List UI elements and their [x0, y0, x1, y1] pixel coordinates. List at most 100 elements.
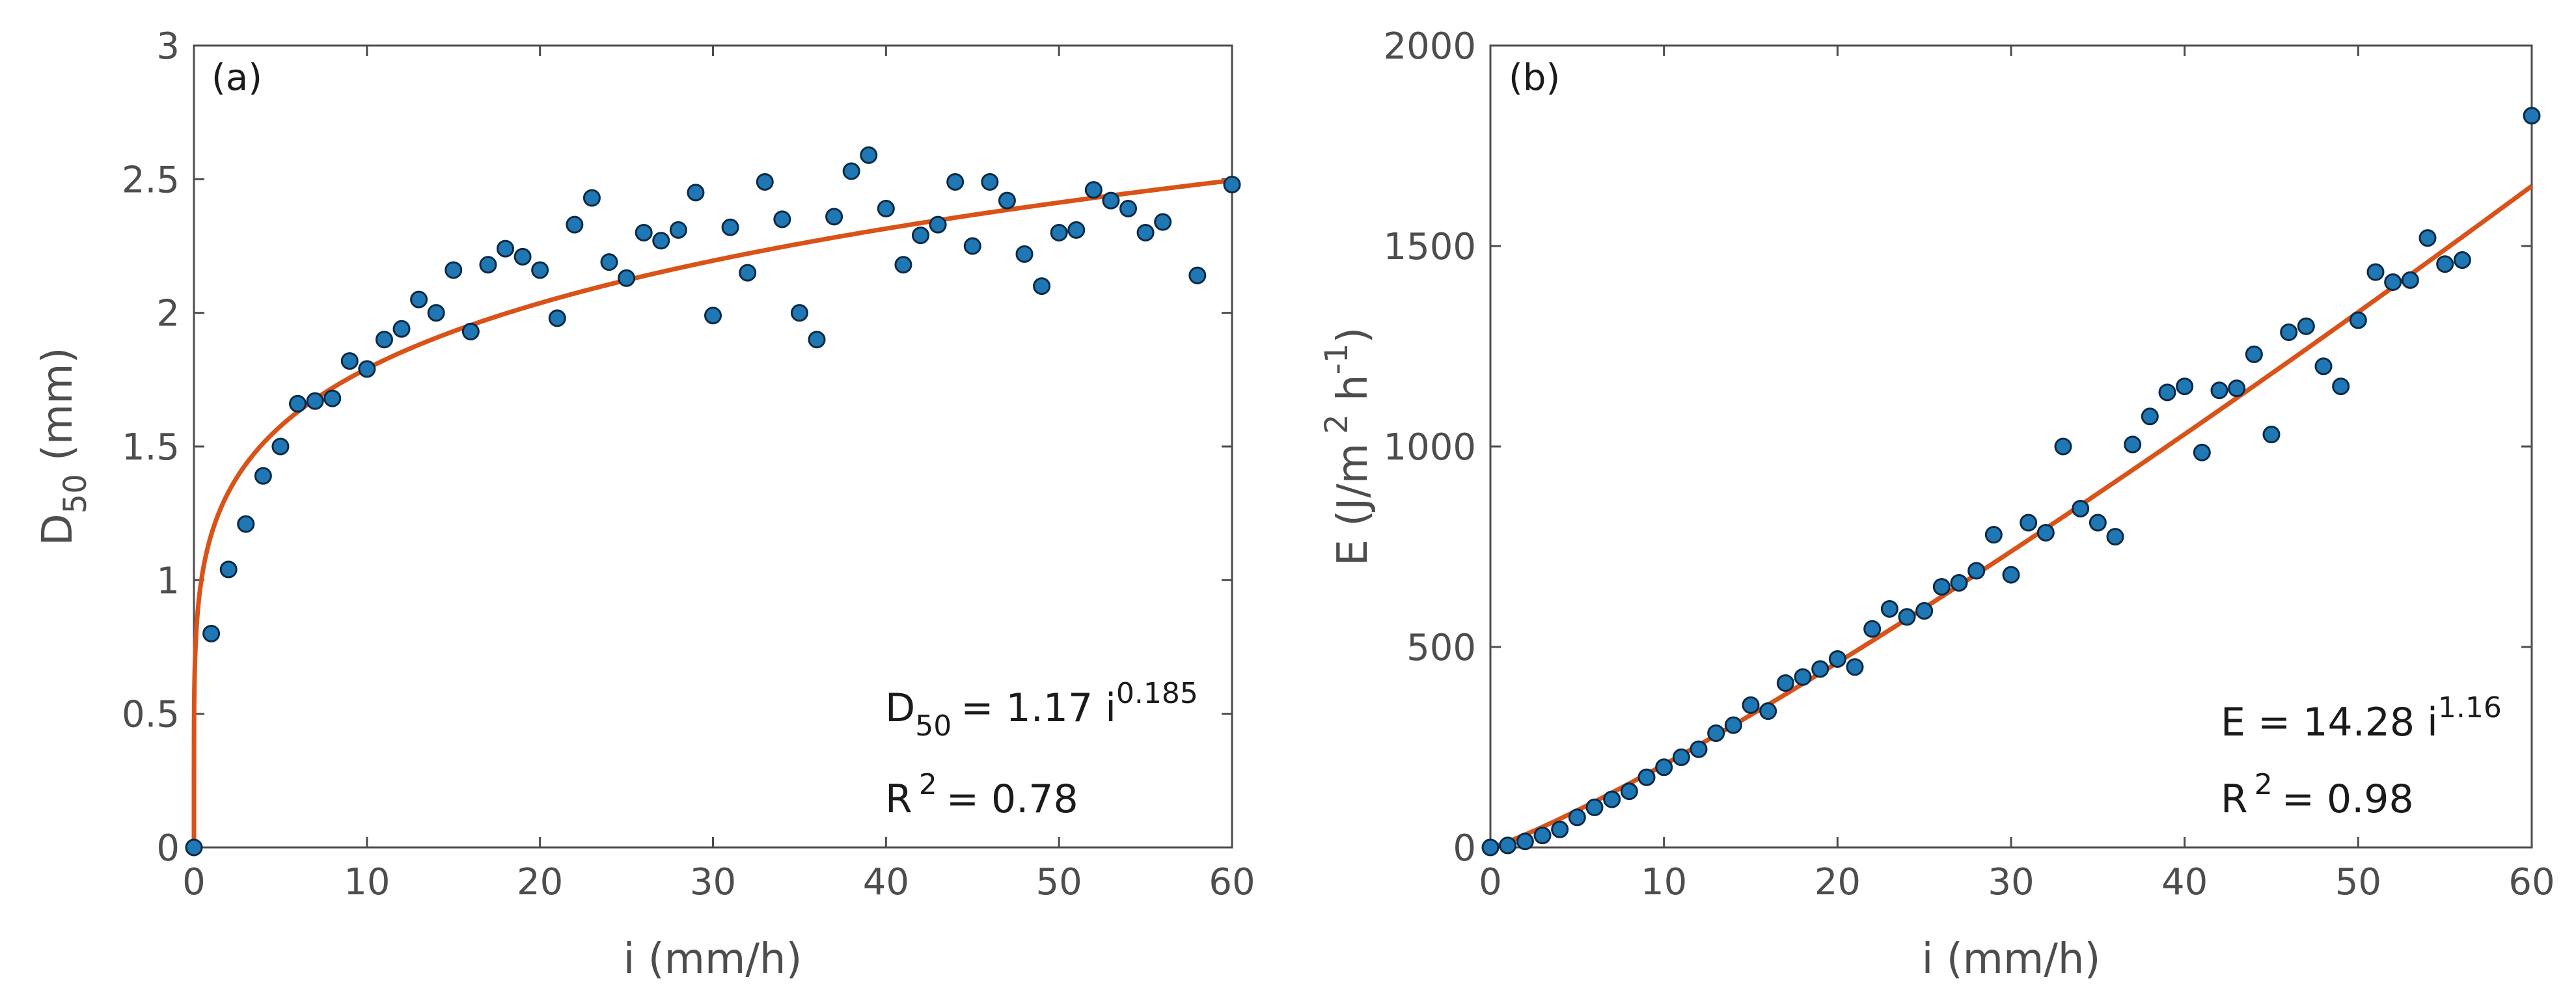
panel-a-x-tick-labels: 0 10 20 30 40 50 60: [182, 861, 1255, 903]
data-point: [1533, 827, 1552, 845]
data-point: [600, 253, 618, 271]
data-point: [2453, 251, 2471, 269]
data-point: [2436, 255, 2454, 273]
data-point: [894, 256, 912, 274]
data-point: [1880, 599, 1898, 618]
data-point: [479, 256, 497, 274]
data-point: [756, 172, 774, 191]
data-point: [1794, 668, 1812, 686]
x-tick-label: 60: [2508, 861, 2555, 903]
data-point: [2332, 378, 2350, 396]
data-point: [1898, 608, 1916, 626]
x-tick-label: 60: [1209, 861, 1255, 903]
data-point: [1516, 832, 1534, 851]
data-point: [998, 191, 1016, 210]
data-point: [2228, 379, 2246, 398]
y-tick-label: 2000: [1383, 25, 1476, 68]
data-point: [1188, 266, 1207, 284]
panel-a-equation-exp: 0.185: [1116, 677, 1198, 710]
data-point: [2072, 499, 2090, 517]
x-tick-label: 40: [863, 861, 909, 903]
x-tick-label: 30: [690, 861, 736, 903]
data-point: [704, 307, 722, 325]
data-point: [1828, 650, 1846, 668]
data-point: [2054, 437, 2072, 456]
data-point: [1690, 740, 1708, 758]
y-tick-label: 0: [1453, 827, 1476, 870]
panel-b-r2-exp: 2: [2254, 768, 2273, 801]
panel-a-equation: D50 = 1.17 i0.185: [885, 677, 1198, 743]
panel-a-y-axis-label-unit: (mm): [34, 348, 82, 461]
data-point: [2020, 514, 2038, 532]
panel-b-y-axis-label: E (J/m 2 h-1): [1319, 327, 1377, 566]
data-point: [1672, 748, 1690, 766]
x-tick-label: 20: [1815, 861, 1861, 903]
panel-b-r2-lhs: R: [2221, 776, 2248, 822]
y-tick-label: 0: [156, 827, 180, 870]
data-point: [2176, 378, 2194, 396]
data-point: [2089, 514, 2107, 532]
data-point: [2349, 311, 2367, 329]
data-point: [2106, 528, 2124, 546]
panel-b-y-axis-label-exp1: 2: [1319, 414, 1355, 434]
panel-a-equation-sub: 50: [915, 709, 952, 743]
data-point: [1620, 782, 1638, 801]
y-tick-label: 2: [156, 293, 180, 335]
panel-a-y-axis-label-sub: 50: [57, 474, 94, 514]
panel-a-x-axis-label: i (mm/h): [623, 935, 802, 983]
data-point: [1136, 223, 1155, 241]
data-point: [877, 200, 895, 218]
data-point: [582, 189, 601, 207]
x-tick-label: 20: [517, 861, 563, 903]
panel-b-equation-exp: 1.16: [2438, 691, 2502, 724]
panel-b: 0 10 20 30 40 50 60 0 500 1000 1500 2000 (b) i (mm…: [1319, 25, 2555, 983]
panel-b-x-axis-label: i (mm/h): [1922, 935, 2101, 983]
data-point: [1102, 191, 1120, 210]
data-point: [271, 437, 290, 456]
data-point: [1637, 768, 1656, 786]
data-point: [652, 232, 670, 250]
panel-b-y-axis-label-main: E (J/m: [1329, 443, 1377, 566]
data-point: [739, 264, 757, 282]
x-tick-label: 10: [1641, 861, 1687, 903]
data-point: [1863, 620, 1882, 638]
panel-b-r-squared: R 2 = 0.98: [2221, 768, 2414, 822]
data-point: [2366, 263, 2385, 281]
x-tick-label: 30: [1988, 861, 2034, 903]
data-point: [2523, 107, 2541, 125]
data-point: [1084, 181, 1103, 199]
data-point: [2124, 435, 2142, 454]
data-point: [1154, 213, 1172, 231]
x-tick-label: 10: [344, 861, 390, 903]
data-point: [445, 261, 463, 279]
data-point: [202, 624, 221, 642]
panel-a-equation-lhs: D: [885, 685, 915, 731]
data-point: [289, 394, 307, 413]
data-point: [1499, 836, 1517, 855]
data-point: [1950, 573, 1968, 592]
panel-a-y-axis-label: D50 (mm): [34, 348, 94, 546]
panel-b-label: (b): [1509, 57, 1560, 99]
data-point: [2262, 426, 2281, 444]
data-point: [358, 360, 376, 378]
data-point: [1776, 674, 1794, 692]
x-tick-label: 50: [1036, 861, 1082, 903]
data-point: [254, 467, 272, 485]
data-point: [1759, 702, 1777, 721]
data-point: [1984, 526, 2003, 544]
data-point: [1223, 176, 1241, 194]
data-point: [929, 215, 947, 234]
y-tick-label: 1: [156, 560, 180, 602]
panel-b-y-axis-label-mid: h: [1329, 374, 1377, 414]
panel-b-y-tick-labels: 0 500 1000 1500 2000: [1383, 25, 1476, 870]
data-point: [1119, 200, 1137, 218]
data-point: [323, 389, 342, 407]
data-point: [963, 237, 981, 255]
data-point: [773, 210, 791, 228]
data-point: [790, 304, 808, 322]
data-point: [461, 322, 480, 340]
data-point: [2280, 323, 2298, 341]
data-point: [2418, 229, 2437, 247]
data-point: [1067, 221, 1086, 239]
